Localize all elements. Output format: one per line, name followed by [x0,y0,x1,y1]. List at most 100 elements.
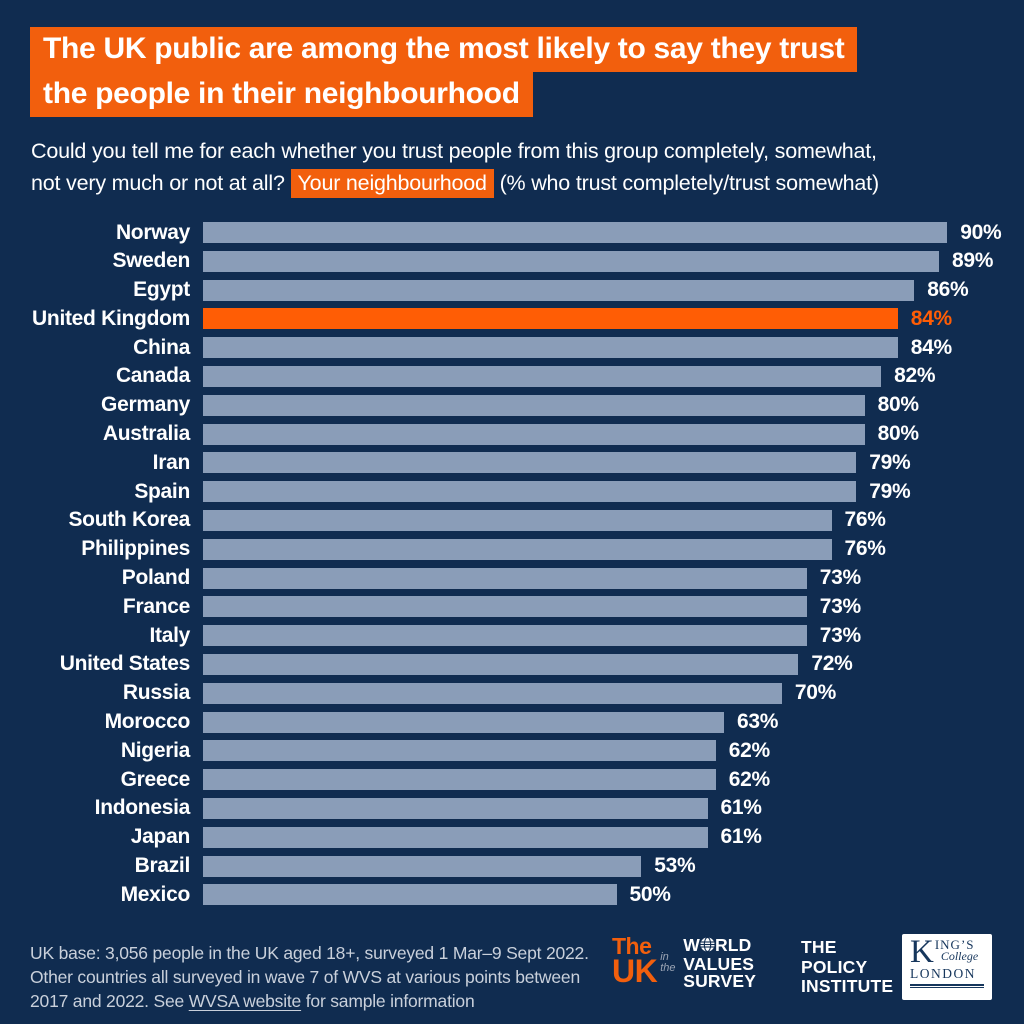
value-label: 79% [869,479,911,503]
country-label: Sweden [112,249,190,273]
policy-line-1: THE [801,937,837,957]
footnote-line-3-before: 2017 and 2022. See [30,991,189,1011]
the-uk-wordmark-the: The [612,933,652,959]
value-label: 79% [869,450,911,474]
chart-row: Russia 70% [0,681,1024,705]
chart-row: France 73% [0,594,1024,618]
chart-row: United States 72% [0,652,1024,676]
country-label: Indonesia [94,796,191,820]
bar [203,855,642,877]
country-label: Germany [101,393,190,417]
policy-line-2: POLICY [801,956,868,977]
country-label: Mexico [120,882,191,906]
value-label: 63% [737,710,779,734]
value-label: 53% [654,854,696,878]
value-label: 72% [811,652,853,676]
country-label: Norway [115,220,190,244]
globe-icon [700,936,715,956]
bar [203,625,807,647]
kcl-ings: ING’S [934,937,975,952]
value-label: 70% [794,681,837,705]
bar [203,337,898,359]
subtitle-line-2-after: (% who trust completely/trust somewhat) [499,170,880,195]
value-label: 84% [910,306,952,330]
bar [203,452,857,474]
chart-row: Iran 79% [0,450,1024,474]
chart-row: Canada 82% [0,364,1024,387]
subtitle-line-1: Could you tell me for each whether you t… [31,139,877,163]
chart-row: United Kingdom 84% [0,306,1024,330]
footnote-line-1: UK base: 3,056 people in the UK aged 18+… [30,943,589,963]
footnote: UK base: 3,056 people in the UK aged 18+… [30,941,589,1013]
chart-row: Poland 73% [0,566,1024,590]
chart-row: Norway 90% [0,220,1024,244]
value-label: 50% [629,882,671,906]
chart-row: Australia 80% [0,422,1024,446]
policy-line-3: INSTITUTE [801,976,894,996]
country-label: United Kingdom [32,306,190,330]
bar [203,797,708,819]
page-title: The UK public are among the most likely … [30,27,858,117]
subtitle-highlight: Your neighbourhood [290,168,494,198]
chart-row: Brazil 53% [0,854,1024,878]
country-label: United States [59,652,191,676]
bar [203,567,807,589]
country-label: Poland [121,566,191,590]
chart-row: Mexico 50% [0,882,1024,906]
wvs-word3: SURVEY [683,971,757,991]
bar [203,423,865,445]
chart-row: Morocco 63% [0,710,1024,734]
chart-row: Spain 79% [0,479,1024,503]
wvs-word1-suffix: RLD [714,935,752,955]
bar [203,538,832,560]
bar [203,826,708,848]
country-label: Nigeria [120,738,190,762]
chart-row: Italy 73% [0,623,1024,647]
bar [203,222,948,243]
the-uk-wordmark-uk: UK [612,953,658,989]
kcl-london: LONDON [910,966,976,981]
country-label: China [133,335,190,359]
value-label: 62% [728,767,770,791]
kcl-college: College [940,949,979,963]
chart-row: China 84% [0,335,1024,359]
value-label: 73% [819,623,861,647]
kcl-dropcap-k: K [910,934,934,970]
value-label: 86% [927,278,969,302]
wvsa-website-link[interactable]: WVSA website [188,991,302,1011]
chart-row: Egypt 86% [0,278,1024,302]
in-the-label: in the [660,951,676,974]
value-label: 61% [720,796,762,820]
value-label: 73% [819,594,861,618]
country-label: Greece [120,767,191,791]
kcl-double-rule [910,984,984,988]
chart-row: Sweden 89% [0,249,1024,273]
bar [203,740,716,762]
bar [203,509,832,531]
country-label: Australia [102,422,190,446]
country-label: Japan [130,825,191,849]
footnote-line-2: Other countries all surveyed in wave 7 o… [30,967,580,987]
value-label: 76% [844,508,886,532]
country-label: France [122,594,190,618]
country-label: South Korea [68,508,190,532]
bar [203,365,882,387]
country-label: Iran [152,450,191,474]
country-label: Philippines [81,537,190,561]
chart-row: South Korea 76% [0,508,1024,532]
value-label: 89% [952,249,994,273]
country-label: Spain [134,479,190,503]
bar-chart: Norway 90% Sweden 89% Egypt 86% United K… [0,220,1024,913]
bar [203,596,807,618]
value-label: 80% [877,393,919,417]
value-label: 84% [910,335,952,359]
kings-college-london-logo: K ING’S College LONDON [902,934,992,1000]
value-label: 76% [844,537,886,561]
bar [203,653,799,675]
bar [203,769,716,791]
chart-row: Nigeria 62% [0,738,1024,762]
wvs-word2: VALUES [683,953,755,974]
value-label: 73% [819,566,861,590]
country-label: Morocco [104,710,191,734]
